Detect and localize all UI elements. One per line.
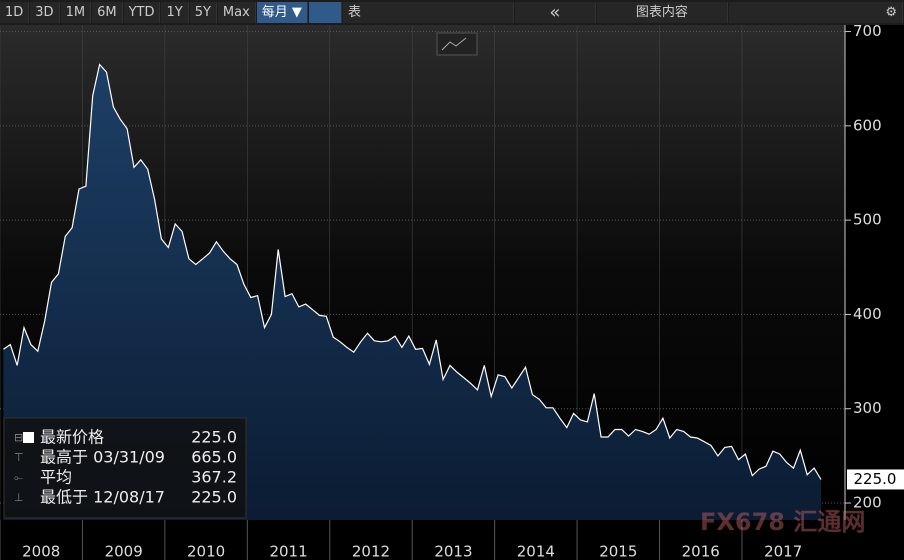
watermark: FX678 汇通网	[700, 508, 865, 536]
range-button[interactable]: 6M	[92, 2, 123, 23]
last-value-label: 225.0	[854, 470, 897, 488]
stat-label: 最高于 03/31/09	[40, 448, 165, 467]
stat-label: 平均	[40, 468, 72, 487]
y-tick-label: 600	[853, 116, 882, 134]
x-tick-label: 2016	[682, 543, 720, 560]
stat-value: 225.0	[191, 428, 237, 447]
range-button[interactable]: 1D	[0, 2, 30, 23]
x-tick-label: 2011	[269, 543, 307, 560]
y-tick-label: 300	[853, 399, 882, 417]
collapse-button[interactable]: «	[514, 2, 596, 23]
legend-box	[3, 417, 247, 519]
chart-content-button[interactable]: 图表内容	[596, 2, 728, 23]
x-tick-label: 2014	[517, 543, 555, 560]
x-tick-label: 2015	[599, 543, 637, 560]
stat-marker: ⊟	[14, 431, 23, 444]
toolbar: 1D 3D 1M 6M YTD 1Y 5Y Max 每月 ▼ 表 «图表内容 ⚙	[0, 0, 904, 25]
y-tick-label: 500	[853, 211, 882, 229]
x-tick-label: 2009	[105, 543, 143, 560]
line-chart-button[interactable]	[308, 2, 342, 23]
x-tick-label: 2017	[764, 543, 802, 560]
x-tick-label: 2012	[352, 543, 390, 560]
y-tick-label: 700	[853, 22, 882, 40]
stat-marker: ⊥	[14, 491, 24, 504]
y-tick-label: 400	[853, 305, 882, 323]
range-button[interactable]: 1M	[60, 2, 92, 23]
settings-button[interactable]: ⚙	[728, 2, 903, 23]
stat-marker: ⟜	[14, 471, 23, 484]
area	[3, 64, 821, 520]
x-tick-label: 2008	[22, 543, 60, 560]
stat-label: 最低于 12/08/17	[40, 488, 165, 507]
stat-marker: ⊤	[14, 451, 24, 464]
chart-icon	[441, 37, 467, 51]
range-button[interactable]: YTD	[123, 2, 161, 23]
stat-value: 225.0	[191, 488, 237, 507]
range-button[interactable]: 1Y	[161, 2, 189, 23]
table-button[interactable]: 表	[342, 2, 514, 23]
x-tick-label: 2010	[187, 543, 225, 560]
x-tick-label: 2013	[434, 543, 472, 560]
line	[3, 63, 822, 480]
stat-value: 665.0	[191, 448, 237, 467]
chart-type-button[interactable]	[436, 32, 478, 56]
range-button[interactable]: 5Y	[189, 2, 217, 23]
stat-label: 最新价格	[40, 428, 104, 447]
last-value-tag	[847, 469, 904, 490]
range-button[interactable]: 3D	[30, 2, 60, 23]
y-tick-label: 200	[853, 494, 882, 512]
latest-square	[23, 432, 34, 443]
range-button[interactable]: Max	[217, 2, 256, 23]
stat-value: 367.2	[191, 468, 237, 487]
frequency-dropdown[interactable]: 每月 ▼	[256, 2, 308, 23]
